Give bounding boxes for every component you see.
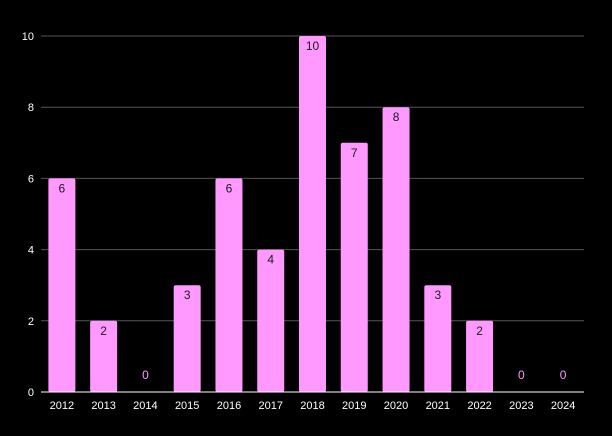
bar-2020 xyxy=(382,107,410,392)
data-label-2024: 0 xyxy=(560,368,567,382)
y-tick-label: 6 xyxy=(28,173,34,185)
x-tick-label: 2016 xyxy=(217,400,241,412)
data-label-2016: 6 xyxy=(226,181,233,195)
x-tick-label: 2018 xyxy=(300,400,324,412)
bar-2019 xyxy=(340,142,368,392)
y-tick-label: 8 xyxy=(28,102,34,114)
data-label-2022: 2 xyxy=(476,324,483,338)
y-tick-label: 10 xyxy=(22,31,34,43)
data-label-2023: 0 xyxy=(518,368,525,382)
x-tick-label: 2023 xyxy=(509,400,533,412)
bar-2018 xyxy=(299,36,326,392)
x-tick-label: 2019 xyxy=(342,400,366,412)
data-label-2019: 7 xyxy=(351,146,358,160)
bars xyxy=(48,36,494,392)
data-label-2018: 10 xyxy=(306,39,320,53)
data-label-2020: 8 xyxy=(393,110,400,124)
x-tick-label: 2020 xyxy=(384,400,408,412)
bar-2022 xyxy=(466,320,494,392)
data-label-2012: 6 xyxy=(59,181,66,195)
data-label-2015: 3 xyxy=(184,288,191,302)
data-label-2017: 4 xyxy=(267,253,274,267)
data-label-2014: 0 xyxy=(142,368,149,382)
y-tick-label: 2 xyxy=(28,316,34,328)
x-tick-label: 2015 xyxy=(175,400,199,412)
data-labels: 6 2 0 3 6 4 10 7 8 3 2 0 0 xyxy=(59,39,567,382)
y-tick-label: 4 xyxy=(28,245,34,257)
x-tick-label: 2014 xyxy=(133,400,157,412)
data-label-2013: 2 xyxy=(100,324,107,338)
bar-2015 xyxy=(173,285,201,392)
bar-2012 xyxy=(48,178,76,392)
x-tick-label: 2022 xyxy=(467,400,491,412)
data-label-2021: 3 xyxy=(434,288,441,302)
x-tick-label: 2012 xyxy=(50,400,74,412)
y-tick-label: 0 xyxy=(28,387,34,399)
x-tick-label: 2017 xyxy=(258,400,282,412)
bar-2016 xyxy=(215,178,243,392)
x-tick-label: 2021 xyxy=(426,400,450,412)
bar-2013 xyxy=(90,320,118,392)
x-tick-label: 2024 xyxy=(551,400,575,412)
bar-2021 xyxy=(424,285,452,392)
axes: 0 2 4 6 8 10 2012 2013 2014 2015 2016 2017 2018 2019 2… xyxy=(22,31,584,412)
bar-2017 xyxy=(257,249,285,392)
x-tick-label: 2013 xyxy=(91,400,115,412)
